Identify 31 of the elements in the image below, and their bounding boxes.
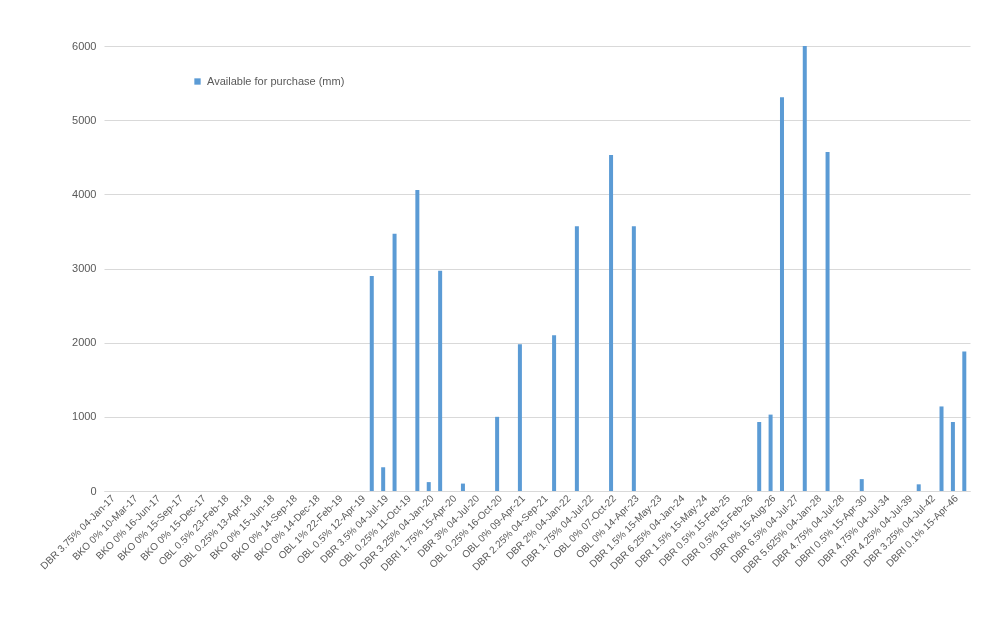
bar (825, 152, 830, 491)
bar (438, 270, 443, 491)
bar (381, 467, 386, 491)
bar (552, 335, 557, 491)
y-tick-label: 6000 (72, 39, 97, 52)
bar (757, 422, 762, 491)
bar (962, 351, 967, 491)
bar (460, 483, 465, 491)
y-tick-label: 0 (90, 484, 97, 497)
bar (950, 422, 955, 491)
bar (609, 155, 614, 491)
bar (415, 189, 420, 491)
y-tick-label: 2000 (72, 336, 97, 349)
bar (574, 226, 579, 491)
bar (779, 97, 784, 491)
bar (517, 344, 522, 491)
legend-label: Available for purchase (mm) (207, 74, 345, 87)
bar (916, 484, 921, 491)
bar (495, 416, 500, 491)
y-tick-label: 3000 (72, 262, 97, 274)
bar (392, 233, 397, 491)
y-tick-label: 1000 (72, 410, 97, 423)
bar (631, 226, 636, 491)
bar (859, 479, 864, 491)
bar (426, 482, 431, 491)
bar (369, 275, 374, 491)
y-tick-label: 5000 (72, 113, 97, 126)
bar (939, 406, 944, 491)
y-tick-label: 4000 (72, 187, 97, 200)
bar (768, 414, 773, 491)
bar (802, 46, 807, 491)
